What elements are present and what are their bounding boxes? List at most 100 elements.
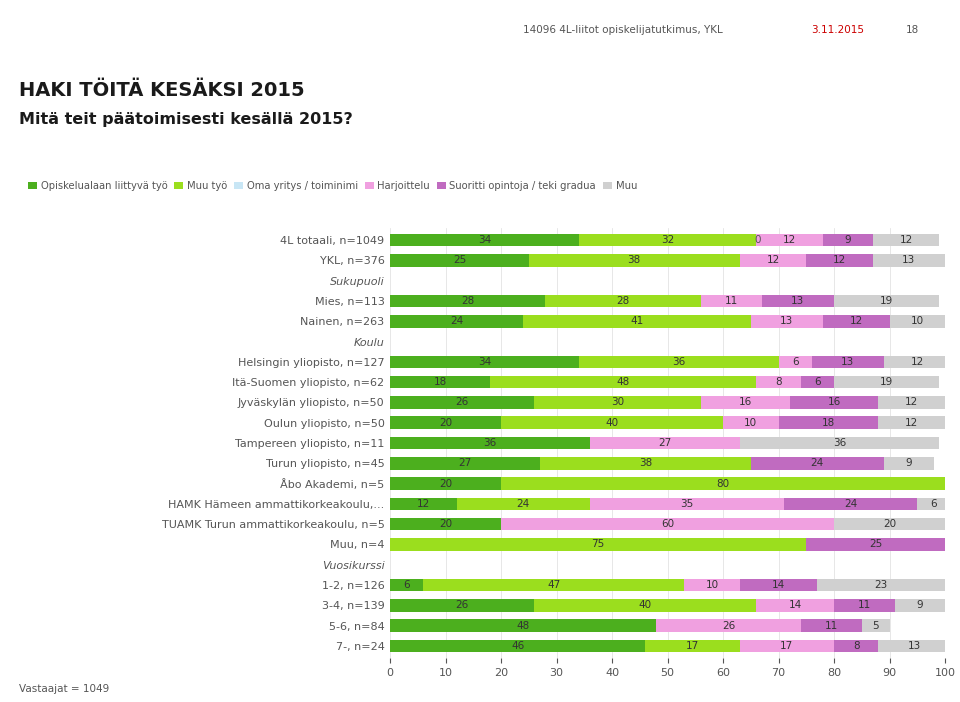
Bar — [390, 498, 457, 510]
Text: 12: 12 — [911, 357, 924, 367]
Bar — [390, 234, 579, 246]
Bar — [762, 295, 834, 307]
Text: 17: 17 — [685, 641, 699, 651]
Bar — [779, 416, 878, 429]
Text: 8: 8 — [775, 377, 781, 387]
Text: 10: 10 — [911, 317, 924, 326]
Text: 60: 60 — [660, 519, 674, 529]
Text: 6: 6 — [814, 377, 821, 387]
Text: 6: 6 — [792, 357, 799, 367]
Bar — [501, 477, 945, 490]
Bar — [390, 578, 423, 591]
Text: 11: 11 — [825, 621, 838, 630]
Text: Mitä teit päätoimisesti kesällä 2015?: Mitä teit päätoimisesti kesällä 2015? — [19, 112, 353, 127]
Bar — [501, 416, 723, 429]
Text: 16: 16 — [828, 397, 841, 407]
Text: 48: 48 — [616, 377, 630, 387]
Text: 40: 40 — [638, 600, 652, 610]
Text: 23: 23 — [875, 580, 888, 590]
Bar — [390, 619, 657, 632]
Bar — [917, 498, 950, 510]
Text: 12: 12 — [833, 256, 846, 265]
Text: 14: 14 — [788, 600, 802, 610]
Text: 0: 0 — [755, 235, 761, 245]
Bar — [834, 376, 940, 388]
Bar — [756, 376, 801, 388]
Text: taloustutkimus oy: taloustutkimus oy — [38, 33, 187, 48]
Text: 19: 19 — [880, 377, 894, 387]
Text: 48: 48 — [516, 621, 530, 630]
Bar — [390, 457, 540, 470]
Text: 13: 13 — [841, 357, 854, 367]
Text: 20: 20 — [439, 519, 452, 529]
Bar — [789, 396, 878, 409]
Bar — [862, 619, 890, 632]
Bar — [834, 640, 878, 652]
Bar — [878, 416, 945, 429]
Bar — [817, 578, 945, 591]
Bar — [739, 640, 834, 652]
Bar — [812, 356, 884, 368]
Text: 12: 12 — [850, 317, 863, 326]
Text: 24: 24 — [844, 499, 857, 509]
Bar — [834, 518, 945, 531]
Bar — [873, 234, 940, 246]
Text: 11: 11 — [725, 296, 738, 306]
Text: 27: 27 — [659, 438, 671, 448]
Text: 26: 26 — [456, 600, 468, 610]
Bar — [390, 437, 589, 449]
Text: 11: 11 — [858, 600, 871, 610]
Text: 10: 10 — [706, 580, 718, 590]
Text: 18: 18 — [433, 377, 446, 387]
Text: 28: 28 — [461, 296, 474, 306]
Bar — [390, 416, 501, 429]
Bar — [890, 315, 945, 328]
Text: 75: 75 — [591, 539, 605, 550]
Text: 26: 26 — [456, 397, 468, 407]
Bar — [801, 376, 834, 388]
Bar — [756, 599, 834, 611]
Text: 3.11.2015: 3.11.2015 — [811, 25, 864, 34]
Bar — [751, 457, 884, 470]
Text: 80: 80 — [716, 479, 730, 489]
Bar — [806, 254, 873, 267]
Bar — [878, 396, 945, 409]
Text: 13: 13 — [908, 641, 921, 651]
Bar — [390, 538, 806, 550]
Bar — [884, 457, 934, 470]
Bar — [579, 234, 756, 246]
Text: 9: 9 — [905, 458, 912, 468]
Text: 47: 47 — [547, 580, 561, 590]
Text: 32: 32 — [660, 235, 674, 245]
Bar — [535, 396, 701, 409]
Text: 13: 13 — [780, 317, 794, 326]
Text: 24: 24 — [811, 458, 824, 468]
Text: 6: 6 — [403, 580, 410, 590]
Text: 26: 26 — [722, 621, 735, 630]
Bar — [390, 518, 501, 531]
Bar — [801, 619, 862, 632]
Bar — [390, 295, 545, 307]
Text: 25: 25 — [869, 539, 882, 550]
Text: 10: 10 — [744, 418, 757, 428]
Bar — [529, 254, 739, 267]
Bar — [390, 599, 535, 611]
Bar — [657, 619, 801, 632]
Text: 34: 34 — [478, 357, 491, 367]
Text: 20: 20 — [883, 519, 896, 529]
Bar — [878, 640, 950, 652]
Bar — [873, 254, 945, 267]
Text: 41: 41 — [631, 317, 643, 326]
Text: 46: 46 — [511, 641, 524, 651]
Text: 18: 18 — [822, 418, 835, 428]
Text: 9: 9 — [917, 600, 924, 610]
Text: 38: 38 — [638, 458, 652, 468]
Text: 20: 20 — [439, 418, 452, 428]
Text: 34: 34 — [478, 235, 491, 245]
Text: 20: 20 — [439, 479, 452, 489]
Text: 12: 12 — [900, 235, 913, 245]
Bar — [739, 254, 806, 267]
Bar — [884, 356, 950, 368]
Bar — [501, 518, 834, 531]
Text: 12: 12 — [766, 256, 780, 265]
